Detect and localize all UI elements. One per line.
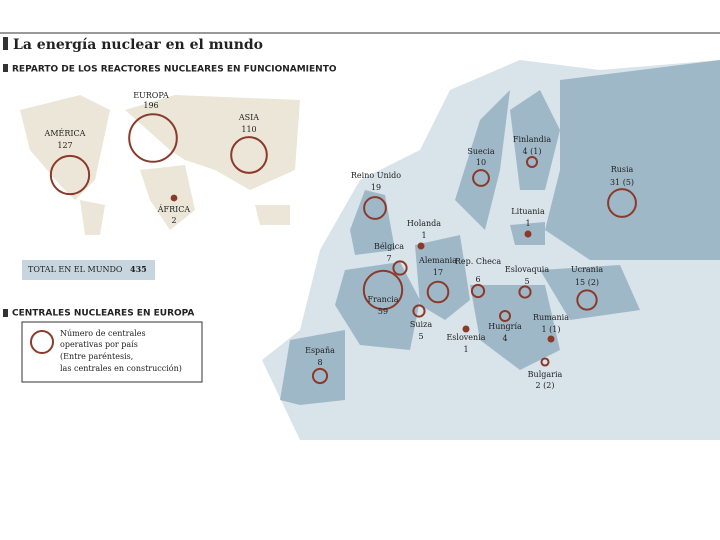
country-value: 5 xyxy=(524,277,529,286)
country-name: Lituania xyxy=(511,207,545,216)
title-marker xyxy=(3,37,8,50)
country-circle xyxy=(470,283,486,299)
country-name: Bulgaria xyxy=(528,370,563,379)
total-box xyxy=(22,260,155,280)
region-value: 196 xyxy=(143,101,158,110)
country-circle xyxy=(547,335,555,343)
region-circle xyxy=(128,113,178,163)
country-circle xyxy=(412,304,426,318)
country-circle xyxy=(576,289,598,311)
country-name: Ucrania xyxy=(571,265,604,274)
country-circle xyxy=(417,242,425,250)
country-name: Rep. Checa xyxy=(455,257,501,266)
country-name: Rusia xyxy=(611,165,634,174)
legend-box xyxy=(21,321,203,383)
country-value: 1 xyxy=(463,345,468,354)
total-value: 435 xyxy=(130,264,147,274)
subtitle: REPARTO DE LOS REACTORES NUCLEARES EN FU… xyxy=(12,65,337,75)
country-circle xyxy=(363,196,387,220)
country-circle xyxy=(462,325,470,333)
country-circle xyxy=(472,169,490,187)
country-name: Suecia xyxy=(467,147,494,156)
country-value: 6 xyxy=(475,275,480,284)
legend-text: (Entre paréntesis, xyxy=(60,352,133,361)
region-circle xyxy=(170,194,178,202)
country-name: Francia xyxy=(367,295,398,304)
country-circle xyxy=(499,310,511,322)
country-name: Rumania xyxy=(533,313,569,322)
country-value: 59 xyxy=(378,307,388,316)
country-name: Eslovenia xyxy=(446,333,485,342)
country-circle xyxy=(362,269,404,311)
country-value: 17 xyxy=(433,268,443,277)
country-circle xyxy=(607,188,637,218)
legend-symbol xyxy=(30,330,54,354)
country-circle xyxy=(518,285,532,299)
country-circle xyxy=(524,230,532,238)
country-name: Reino Unido xyxy=(351,171,401,180)
country-name: Hungría xyxy=(488,322,522,331)
country-name: Bélgica xyxy=(374,242,404,251)
legend-text: las centrales en construcción) xyxy=(60,364,182,373)
country-circle xyxy=(540,357,550,367)
country-name: Suiza xyxy=(410,320,432,329)
country-name: Alemania xyxy=(418,256,457,265)
country-value: 19 xyxy=(371,183,381,192)
region-name: EUROPA xyxy=(133,91,169,100)
country-name: Eslovaquia xyxy=(505,265,549,274)
country-value: 1 xyxy=(525,219,530,228)
europe-map xyxy=(262,60,720,440)
section-title: CENTRALES NUCLEARES EN EUROPA xyxy=(12,309,194,319)
region-circle xyxy=(230,136,268,174)
subtitle-marker xyxy=(3,64,8,72)
region-name: ÁFRICA xyxy=(157,205,191,214)
region-value: 127 xyxy=(57,141,72,150)
section-marker xyxy=(3,309,8,317)
total-label: TOTAL EN EL MUNDO xyxy=(28,265,123,274)
country-circle xyxy=(426,280,450,304)
country-value: 10 xyxy=(476,158,486,167)
country-name: Finlandia xyxy=(513,135,551,144)
country-value: 2 (2) xyxy=(536,381,555,390)
country-value: 5 xyxy=(418,332,423,341)
country-name: España xyxy=(305,346,335,355)
legend-text: Número de centrales xyxy=(60,329,146,338)
region-circle xyxy=(49,154,91,196)
country-value: 7 xyxy=(386,254,391,263)
country-circle xyxy=(311,367,329,385)
world-map xyxy=(20,95,300,235)
country-circle xyxy=(392,260,408,276)
country-circle xyxy=(526,156,538,168)
country-value: 1 xyxy=(421,231,426,240)
region-name: AMÉRICA xyxy=(44,129,86,138)
country-value: 15 (2) xyxy=(575,278,599,287)
region-name: ASIA xyxy=(238,113,259,122)
country-value: 1 (1) xyxy=(542,325,561,334)
country-value: 31 (5) xyxy=(610,178,634,187)
country-value: 8 xyxy=(317,358,322,367)
country-value: 4 xyxy=(502,334,507,343)
legend-text: operativas por país xyxy=(60,340,138,349)
country-value: 4 (1) xyxy=(523,147,542,156)
region-value: 110 xyxy=(241,125,256,134)
region-value: 2 xyxy=(171,216,176,225)
country-name: Holanda xyxy=(407,219,441,228)
title: La energía nuclear en el mundo xyxy=(13,37,263,53)
